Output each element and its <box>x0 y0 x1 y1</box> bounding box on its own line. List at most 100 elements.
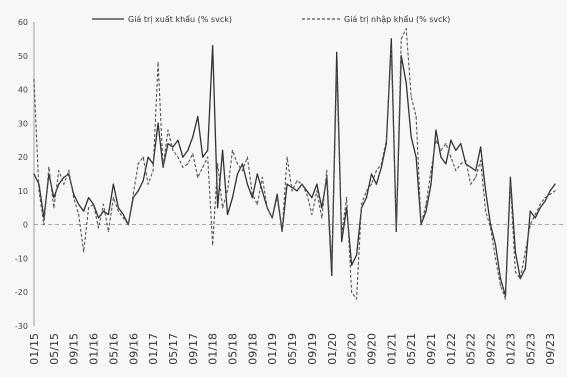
data-point <box>112 197 114 199</box>
data-point <box>147 156 149 158</box>
x-tick-label: 05/17 <box>167 333 180 365</box>
data-point <box>410 95 412 97</box>
data-point <box>534 213 536 216</box>
data-point <box>524 251 526 253</box>
data-point <box>306 193 308 195</box>
data-point <box>445 163 447 165</box>
data-point <box>385 139 387 141</box>
data-point <box>465 159 467 162</box>
series-line <box>33 38 556 297</box>
y-tick-label: 60 <box>18 18 28 27</box>
data-point <box>207 156 209 158</box>
data-point <box>435 129 437 131</box>
data-point <box>375 170 378 172</box>
x-tick-label: 09/21 <box>425 333 438 365</box>
y-tick-label: 20 <box>18 153 28 162</box>
data-point <box>246 183 248 185</box>
data-point <box>370 173 373 175</box>
legend: Giá trị xuất khẩu (% svck) Giá trị nhập … <box>92 14 450 25</box>
data-point <box>53 207 55 209</box>
data-point <box>499 284 502 287</box>
data-point <box>256 173 258 175</box>
data-point <box>360 203 363 205</box>
data-point <box>236 163 239 165</box>
data-point <box>167 129 169 131</box>
y-tick-label: -10 <box>15 254 28 263</box>
data-point <box>192 136 194 138</box>
x-tick-labels: 01/15 05/15 09/15 01/16 05/16 09/16 01/17 05/17… <box>28 333 557 365</box>
data-point <box>460 143 462 145</box>
data-point <box>261 190 263 192</box>
data-point <box>311 197 313 199</box>
y-tick-labels: 60 50 40 30 20 10 0 -10 -20 -30 <box>15 18 28 331</box>
data-point <box>197 176 199 178</box>
data-point <box>544 200 546 202</box>
data-point <box>549 193 551 195</box>
data-point <box>549 190 551 192</box>
data-point <box>142 180 144 182</box>
data-point <box>53 197 55 199</box>
data-point <box>142 156 144 158</box>
series-export <box>33 38 556 297</box>
data-point <box>261 176 263 178</box>
data-point <box>415 115 417 118</box>
data-point <box>276 193 278 195</box>
data-point <box>455 149 457 151</box>
data-point <box>68 173 70 175</box>
data-point <box>480 159 482 162</box>
data-point <box>68 170 70 172</box>
data-point <box>87 197 90 199</box>
data-point <box>187 163 189 165</box>
x-tick-label: 01/19 <box>266 333 279 365</box>
data-point <box>231 149 234 151</box>
data-point <box>207 149 209 151</box>
data-point <box>83 210 85 212</box>
data-point <box>321 207 323 209</box>
data-point <box>504 298 507 300</box>
data-point <box>102 210 105 212</box>
data-point <box>187 149 189 151</box>
data-point <box>554 190 556 192</box>
data-point <box>450 139 452 141</box>
data-point <box>38 190 40 192</box>
series-import <box>33 28 556 300</box>
data-point <box>63 183 65 185</box>
x-tick-label: 01/21 <box>385 333 398 365</box>
legend-label-import: Giá trị nhập khẩu (% svck) <box>344 14 450 25</box>
data-point <box>197 115 199 118</box>
data-point <box>365 197 368 199</box>
y-tick-label: 30 <box>18 119 28 128</box>
data-point <box>539 203 541 205</box>
data-point <box>246 156 248 158</box>
data-point <box>480 146 482 148</box>
data-point <box>390 38 392 40</box>
y-tick-label: 40 <box>18 86 28 95</box>
x-tick-label: 05/22 <box>465 333 478 365</box>
data-point <box>182 166 184 168</box>
data-point <box>534 217 536 219</box>
x-tick-label: 01/15 <box>28 333 41 365</box>
x-tick-label: 09/23 <box>544 333 557 365</box>
data-point <box>291 186 293 189</box>
y-tick-label: 10 <box>18 187 28 196</box>
x-tick-label: 09/20 <box>365 333 378 365</box>
data-point <box>241 163 244 165</box>
data-point <box>291 190 293 192</box>
data-point <box>202 156 204 158</box>
x-tick-label: 01/17 <box>147 333 160 365</box>
data-point <box>33 78 35 81</box>
x-tick-label: 05/18 <box>227 333 240 365</box>
data-point <box>226 190 229 192</box>
data-point <box>316 190 318 192</box>
data-point <box>122 217 124 219</box>
data-point <box>336 51 338 54</box>
data-point <box>97 227 100 229</box>
x-tick-label: 05/21 <box>405 333 418 365</box>
x-tick-label: 09/18 <box>246 333 259 365</box>
y-tick-label: 50 <box>18 52 28 61</box>
data-point <box>167 143 169 145</box>
data-point <box>122 213 124 216</box>
data-point <box>73 197 75 199</box>
data-point <box>475 170 477 172</box>
data-point <box>33 173 35 175</box>
